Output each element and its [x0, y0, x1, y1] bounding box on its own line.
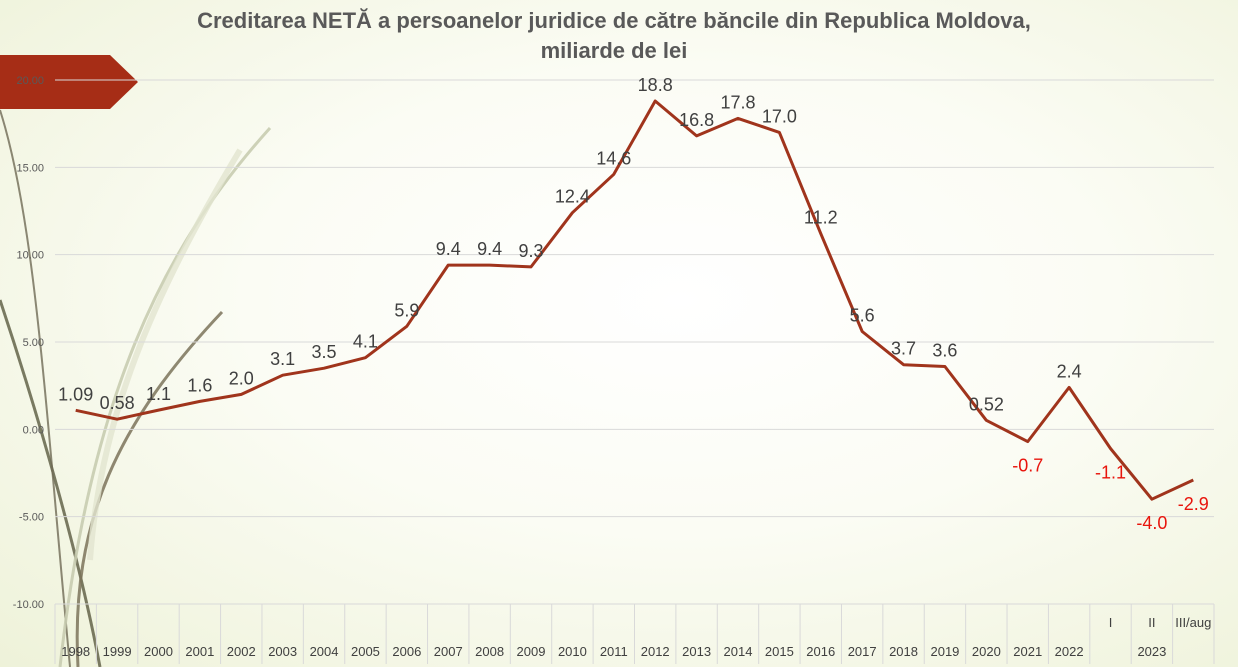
- data-label: 5.9: [394, 300, 419, 320]
- x-tick-label: 2005: [351, 644, 380, 659]
- data-label: 9.4: [436, 239, 461, 259]
- y-axis-ticks: -10.00 -5.00 0.00 5.00 10.00 15.00 20.00: [13, 75, 44, 611]
- data-label: -2.9: [1178, 494, 1209, 514]
- data-label: 5.6: [850, 306, 875, 326]
- data-label: -0.7: [1012, 456, 1043, 476]
- y-tick-label: 5.00: [23, 337, 44, 349]
- y-tick-label: 15.00: [16, 162, 44, 174]
- x-tick-label: 1999: [103, 644, 132, 659]
- x-tick-label: 2021: [1013, 644, 1042, 659]
- x-group-label: 2023: [1137, 644, 1166, 659]
- data-label: 4.1: [353, 332, 378, 352]
- data-label: 9.4: [477, 239, 502, 259]
- x-tick-label: 2012: [641, 644, 670, 659]
- x-tick-label: 2000: [144, 644, 173, 659]
- data-label: -1.1: [1095, 463, 1126, 483]
- x-tick-label: 2009: [517, 644, 546, 659]
- x-tick-label: 2001: [185, 644, 214, 659]
- chart-subtitle: miliarde de lei: [540, 38, 688, 63]
- data-label: 3.6: [932, 340, 957, 360]
- decorative-swooshes: [0, 109, 272, 667]
- data-label: 12.4: [555, 187, 590, 207]
- x-tick-label: 2011: [600, 644, 628, 659]
- data-label: 1.1: [146, 384, 171, 404]
- data-label: 0.52: [969, 394, 1004, 414]
- y-tick-label: -10.00: [13, 599, 44, 611]
- data-labels: 1.09 0.58 1.1 1.6 2.0 3.1 3.5 4.1 5.9 9.4 9.4 9.3 12…: [58, 75, 1209, 533]
- data-label: 17.0: [762, 106, 797, 126]
- x-tick-label: 2004: [310, 644, 339, 659]
- x-tick-label: 2003: [268, 644, 297, 659]
- x-tick-label: 2014: [724, 644, 753, 659]
- grid-lines: [55, 79, 1214, 605]
- x-tick-label: 2022: [1055, 644, 1084, 659]
- data-label: 3.1: [270, 349, 295, 369]
- chart-title: Creditarea NETĂ a persoanelor juridice d…: [0, 6, 1228, 66]
- x-tick-label: I: [1109, 615, 1113, 630]
- data-label: 1.09: [58, 384, 93, 404]
- data-series: [75, 99, 1194, 501]
- y-tick-label: -5.00: [19, 512, 44, 524]
- data-label: 2.0: [229, 368, 254, 388]
- series-line: [75, 99, 1194, 501]
- data-label: 2.4: [1057, 361, 1082, 381]
- data-label: 3.7: [891, 339, 916, 359]
- chart-title-line1: Creditarea NETĂ a persoanelor juridice d…: [197, 8, 1031, 33]
- data-label: 9.3: [519, 241, 544, 261]
- x-tick-label: 2006: [392, 644, 421, 659]
- x-tick-label: 2008: [475, 644, 504, 659]
- data-label: 16.8: [679, 110, 714, 130]
- x-tick-label: 2010: [558, 644, 587, 659]
- data-label: 11.2: [804, 208, 838, 228]
- x-tick-label: 2007: [434, 644, 463, 659]
- x-tick-label: 2015: [765, 644, 794, 659]
- data-label: 3.5: [312, 342, 337, 362]
- data-label: -4.0: [1136, 513, 1167, 533]
- x-tick-label: 1998: [61, 644, 90, 659]
- y-tick-label: 10.00: [16, 250, 44, 262]
- data-label: 17.8: [720, 92, 755, 112]
- data-label: 1.6: [187, 375, 212, 395]
- x-tick-label: III/aug: [1175, 615, 1211, 630]
- x-tick-label: 2016: [806, 644, 835, 659]
- data-label: 14.6: [596, 148, 631, 168]
- y-tick-label: 0.00: [23, 424, 44, 436]
- x-tick-label: 2017: [848, 644, 877, 659]
- x-tick-label: 2002: [227, 644, 256, 659]
- x-tick-label: 2019: [930, 644, 959, 659]
- x-tick-label: 2013: [682, 644, 711, 659]
- x-axis-ticks: 1998 1999 2000 2001 2002 2003 2004 2005 2006 2007…: [54, 604, 1215, 664]
- accent-tab: [0, 55, 138, 109]
- x-tick-label: 2018: [889, 644, 918, 659]
- x-tick-label: II: [1148, 615, 1155, 630]
- data-label: 0.58: [100, 393, 135, 413]
- y-tick-label: 20.00: [16, 75, 44, 87]
- x-tick-label: 2020: [972, 644, 1001, 659]
- data-label: 18.8: [638, 75, 673, 95]
